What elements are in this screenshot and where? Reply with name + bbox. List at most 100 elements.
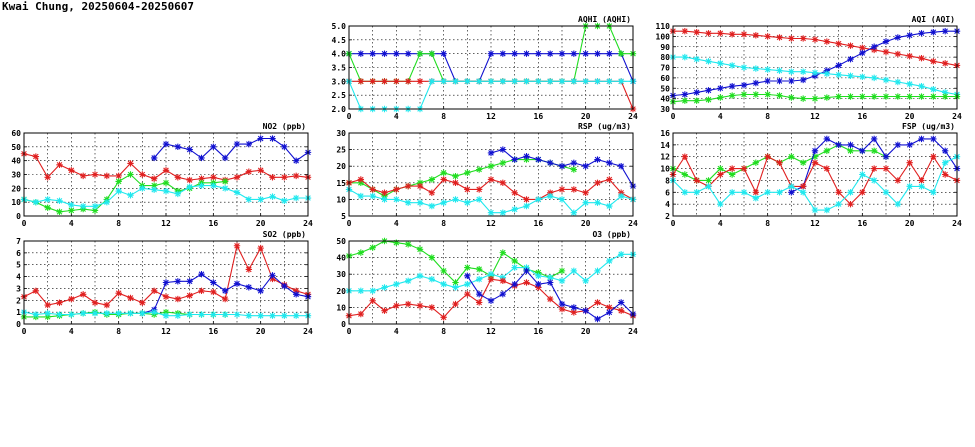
y-tick-label: 10 xyxy=(336,303,346,312)
data-point-blue xyxy=(186,146,193,153)
y-tick-label: 4 xyxy=(16,273,21,282)
y-tick-label: 30 xyxy=(11,171,21,180)
y-tick-label: 50 xyxy=(336,237,346,246)
data-point-green xyxy=(681,97,689,104)
y-tick-label: 0 xyxy=(16,320,21,329)
data-point-cyan xyxy=(174,190,182,198)
y-tick-label: 20 xyxy=(336,287,346,296)
data-point-red xyxy=(523,279,530,286)
data-point-blue xyxy=(847,141,854,149)
data-point-red xyxy=(499,179,507,186)
data-point-green xyxy=(811,95,819,102)
data-point-blue xyxy=(523,50,530,57)
data-point-red xyxy=(245,168,253,175)
y-tick-label: 1 xyxy=(16,308,21,317)
data-point-cyan xyxy=(499,209,507,216)
data-point-green xyxy=(487,163,495,170)
data-point-blue xyxy=(221,287,229,294)
data-point-red xyxy=(475,299,483,306)
data-point-green xyxy=(393,239,400,246)
data-point-red xyxy=(776,159,783,166)
data-point-blue xyxy=(930,135,937,143)
data-point-blue xyxy=(918,135,925,143)
data-point-blue xyxy=(606,50,613,57)
data-point-blue xyxy=(558,300,566,308)
data-point-red xyxy=(918,54,925,62)
data-point-cyan xyxy=(103,310,111,317)
data-point-red xyxy=(162,293,170,300)
data-point-green xyxy=(799,95,807,102)
data-point-blue xyxy=(870,43,878,50)
data-point-cyan xyxy=(357,192,365,200)
data-point-blue xyxy=(546,279,554,286)
data-point-blue xyxy=(198,271,205,278)
chart-title: AQHI (AQHI) xyxy=(578,15,631,24)
data-point-blue xyxy=(393,50,400,57)
data-point-red xyxy=(440,176,447,183)
data-point-cyan xyxy=(617,78,625,85)
data-point-cyan xyxy=(570,78,578,85)
data-point-cyan xyxy=(440,280,447,288)
data-point-cyan xyxy=(594,78,601,85)
data-point-red xyxy=(847,200,854,208)
data-point-red xyxy=(487,275,495,283)
data-point-red xyxy=(56,299,63,306)
data-point-blue xyxy=(221,154,229,162)
data-point-green xyxy=(740,91,748,98)
x-tick-label: 8 xyxy=(116,219,121,228)
data-point-cyan xyxy=(606,202,613,210)
data-point-green xyxy=(705,96,712,103)
data-point-red xyxy=(393,302,400,309)
y-tick-label: 3 xyxy=(16,284,21,293)
data-point-blue xyxy=(292,291,300,298)
data-point-blue xyxy=(606,309,613,316)
data-point-blue xyxy=(523,153,530,160)
data-point-blue xyxy=(930,29,937,36)
y-tick-label: 0 xyxy=(341,320,346,329)
data-point-cyan xyxy=(511,264,518,271)
data-point-red xyxy=(582,189,589,196)
data-point-cyan xyxy=(681,53,689,61)
data-point-red xyxy=(788,35,795,42)
chart-o3: 0 10 20 30 40 50 0 4 8 12 16 20 24 O3 (ppb) xyxy=(336,230,638,336)
data-point-cyan xyxy=(369,192,376,200)
x-tick-label: 16 xyxy=(534,327,544,336)
data-point-cyan xyxy=(150,186,158,193)
data-point-red xyxy=(357,176,365,183)
data-point-blue xyxy=(162,140,170,148)
data-point-cyan xyxy=(221,185,229,192)
data-point-blue xyxy=(511,50,518,57)
data-point-red xyxy=(357,310,365,318)
data-point-cyan xyxy=(582,277,589,285)
data-point-green xyxy=(906,93,913,100)
data-point-green xyxy=(440,169,447,177)
data-point-cyan xyxy=(847,72,854,79)
x-tick-label: 24 xyxy=(952,112,962,121)
chart-no2: 0 10 20 30 40 50 60 0 4 8 12 16 20 24 NO2 (ppb) xyxy=(11,122,313,228)
data-point-red xyxy=(393,186,400,193)
data-point-red xyxy=(764,153,771,160)
chart-title: SO2 (ppb) xyxy=(263,230,306,239)
data-point-blue xyxy=(859,147,866,154)
data-point-red xyxy=(127,160,134,167)
data-point-cyan xyxy=(103,198,111,206)
data-point-red xyxy=(606,176,613,183)
data-point-green xyxy=(221,178,229,185)
y-tick-label: 8 xyxy=(665,176,670,185)
data-point-red xyxy=(752,189,760,196)
data-point-red xyxy=(127,294,134,302)
data-point-blue xyxy=(535,50,542,57)
data-point-red xyxy=(186,292,193,299)
data-point-cyan xyxy=(930,86,937,93)
data-point-red xyxy=(823,38,831,45)
y-tick-label: 5 xyxy=(341,212,346,221)
data-point-red xyxy=(221,295,229,303)
data-point-green xyxy=(811,153,819,160)
data-point-cyan xyxy=(416,199,424,206)
x-tick-label: 12 xyxy=(486,112,496,121)
x-tick-label: 24 xyxy=(303,327,313,336)
x-tick-label: 20 xyxy=(905,112,915,121)
data-point-blue xyxy=(233,280,241,287)
data-point-cyan xyxy=(523,202,530,210)
